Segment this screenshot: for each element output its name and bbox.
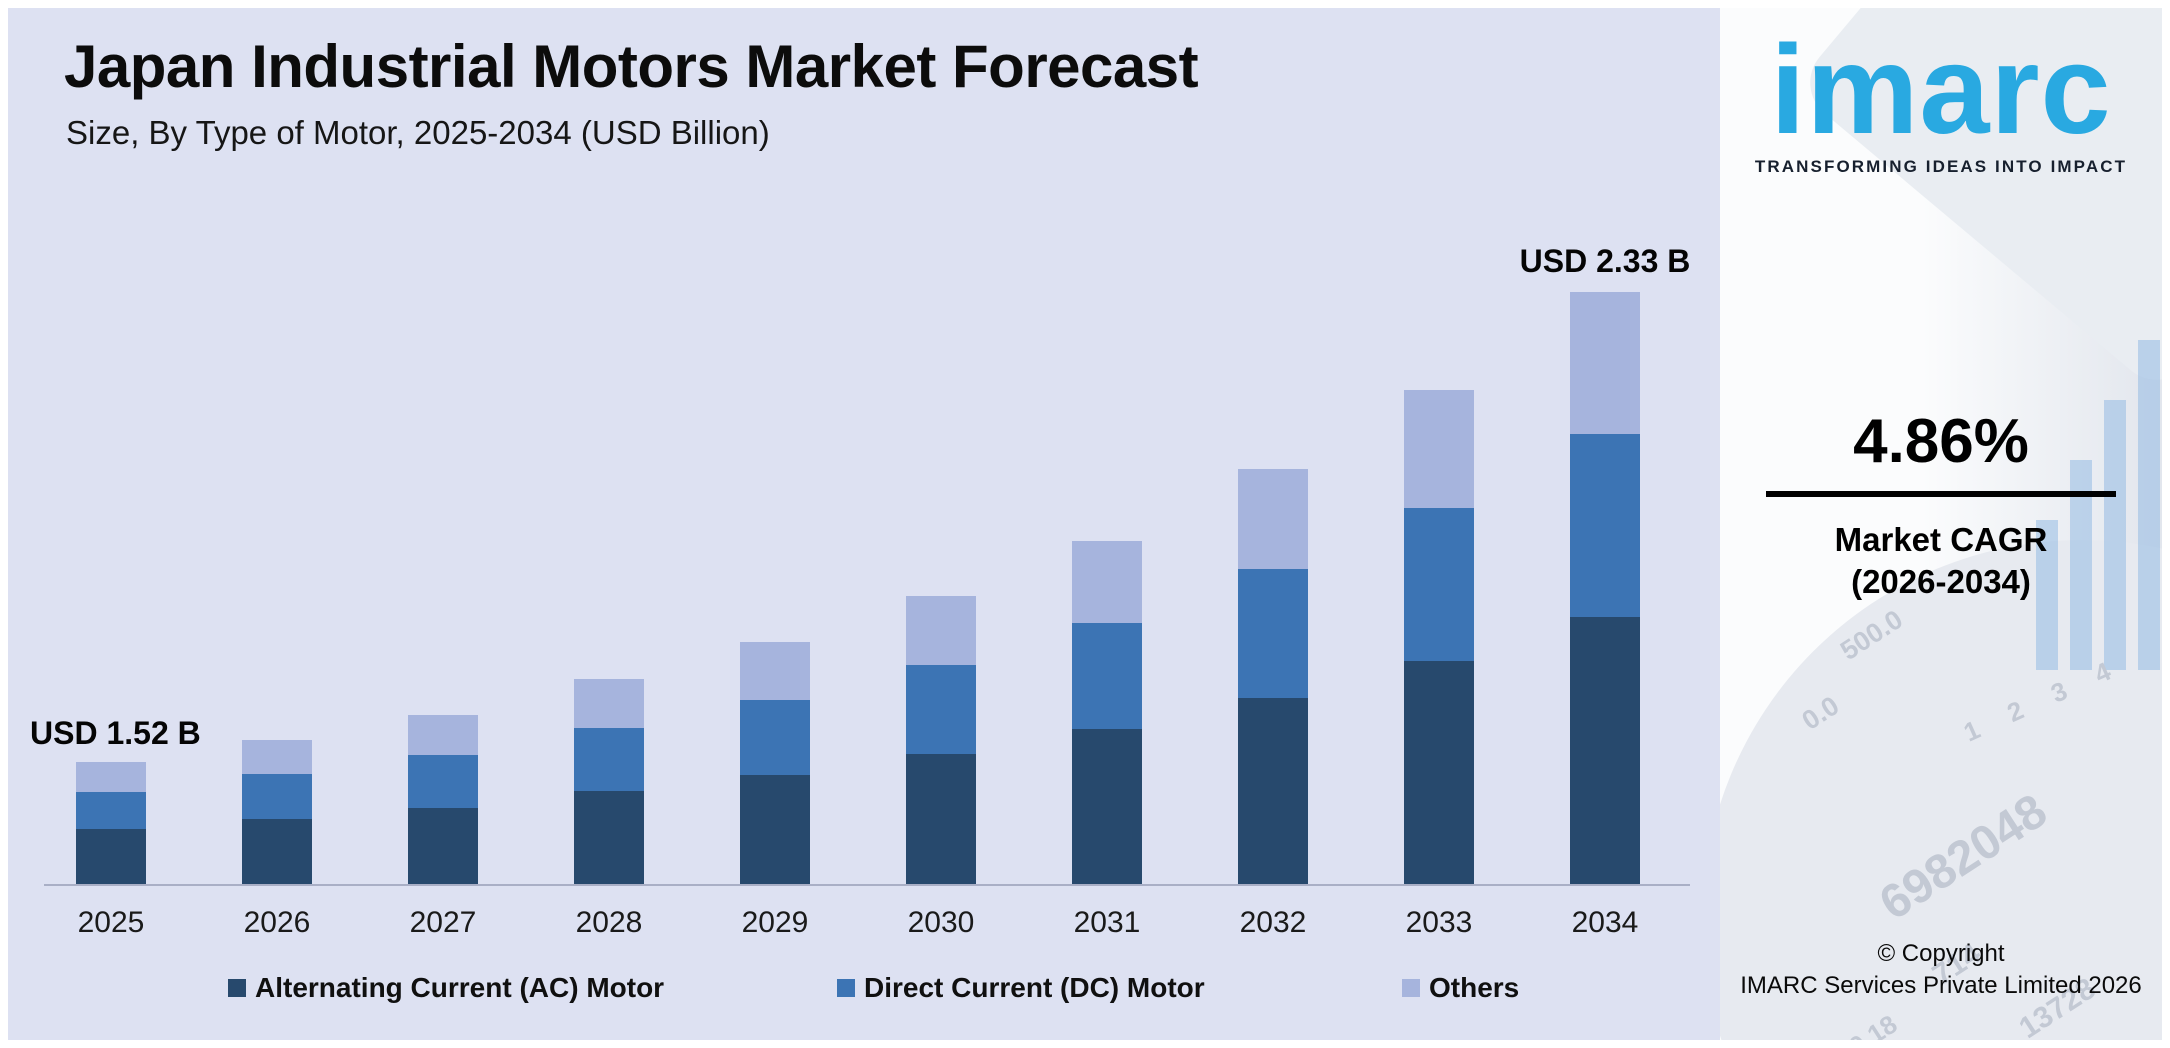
bar-segment-2032-others (1238, 469, 1308, 569)
legend-item-others: Others (1402, 972, 1519, 1004)
bar-segment-2027-dc (408, 755, 478, 809)
x-tick-2026: 2026 (243, 906, 311, 939)
copyright-notice: © Copyright IMARC Services Private Limit… (1720, 938, 2162, 1003)
bar-segment-2030-ac (906, 754, 976, 884)
legend-swatch-others (1402, 979, 1420, 997)
imarc-logo-wordmark: imarc (1770, 19, 2112, 160)
x-tick-2034: 2034 (1571, 906, 1639, 939)
bar-segment-2029-dc (740, 699, 810, 775)
bar-2026 (242, 740, 312, 884)
annotation-first: USD 1.52 B (30, 715, 201, 751)
bar-segment-2034-others (1570, 292, 1640, 435)
x-tick-2029: 2029 (741, 906, 809, 939)
decorative-bar-chart (2036, 314, 2160, 670)
cagr-value: 4.86% (1853, 407, 2029, 476)
bar-2030 (906, 596, 976, 884)
bar-segment-2034-ac (1570, 617, 1640, 884)
bar-segment-2029-others (740, 642, 810, 700)
x-tick-2031: 2031 (1073, 906, 1141, 939)
bar-segment-2031-ac (1072, 729, 1142, 884)
legend-swatch-dc-motor (837, 979, 855, 997)
bar-2032 (1238, 469, 1308, 884)
chart-subtitle: Size, By Type of Motor, 2025-2034 (USD B… (66, 114, 770, 151)
x-axis-line (44, 884, 1690, 886)
x-tick-2027: 2027 (409, 906, 477, 939)
cagr-block: 4.86% Market CAGR (2026-2034) (1720, 406, 2162, 603)
branding-sidebar: 6982048 500.0 0.0 1 2 3 4 714 13728 0.18… (1720, 8, 2162, 1040)
bar-segment-2027-others (408, 715, 478, 756)
bar-segment-2033-dc (1404, 507, 1474, 662)
cagr-label-line1: Market CAGR (1834, 521, 2048, 558)
bar-segment-2025-dc (76, 791, 146, 830)
annotation-last: USD 2.33 B (1519, 243, 1691, 279)
bar-segment-2025-others (76, 762, 146, 792)
bar-segment-2028-dc (574, 728, 644, 792)
bar-segment-2032-dc (1238, 568, 1308, 699)
x-tick-2028: 2028 (575, 906, 643, 939)
x-tick-2030: 2030 (907, 906, 975, 939)
bar-2028 (574, 679, 644, 884)
chart-panel: Japan Industrial Motors Market Forecast … (8, 8, 1720, 1040)
legend-label: Direct Current (DC) Motor (864, 972, 1205, 1003)
imarc-tagline: TRANSFORMING IDEAS INTO IMPACT (1754, 156, 2128, 176)
bar-segment-2029-ac (740, 774, 810, 884)
chart-title: Japan Industrial Motors Market Forecast (64, 33, 1199, 100)
legend-swatch-ac-motor (228, 979, 246, 997)
bar-segment-2026-others (242, 740, 312, 775)
bar-segment-2026-ac (242, 818, 312, 884)
bar-segment-2031-others (1072, 541, 1142, 623)
bar-segment-2026-dc (242, 774, 312, 819)
x-tick-2032: 2032 (1239, 906, 1307, 939)
copyright-line2: IMARC Services Private Limited 2026 (1740, 972, 2142, 1000)
bar-2034 (1570, 292, 1640, 884)
cagr-label-line2: (2026-2034) (1851, 563, 2031, 601)
plot-area: USD 1.52 B USD 2.33 B 2025 2026 2027 2028 20… (8, 8, 1720, 1040)
legend-label: Alternating Current (AC) Motor (255, 972, 665, 1003)
bar-segment-2031-dc (1072, 622, 1142, 730)
cagr-underline (1766, 491, 2116, 497)
legend-item-ac-motor: Alternating Current (AC) Motor (228, 972, 664, 1004)
bar-segment-2025-ac (76, 829, 146, 884)
x-tick-2025: 2025 (77, 906, 145, 939)
bar-2031 (1072, 541, 1142, 884)
bar-2033 (1404, 390, 1474, 884)
bar-segment-2034-dc (1570, 434, 1640, 618)
copyright-line1: © Copyright (1877, 940, 2005, 967)
legend-label: Others (1429, 972, 1520, 1003)
bar-segment-2030-dc (906, 664, 976, 755)
bar-segment-2033-ac (1404, 661, 1474, 884)
bar-segment-2028-ac (574, 791, 644, 884)
imarc-logo: imarc TRANSFORMING IDEAS INTO IMPACT (1720, 19, 2162, 177)
bar-segment-2033-others (1404, 390, 1474, 508)
bar-2025 (76, 762, 146, 884)
bar-segment-2030-others (906, 596, 976, 665)
bar-segment-2028-others (574, 679, 644, 729)
legend-item-dc-motor: Direct Current (DC) Motor (837, 972, 1205, 1004)
bar-segment-2032-ac (1238, 698, 1308, 884)
bar-2027 (408, 715, 478, 884)
bar-2029 (740, 642, 810, 884)
x-tick-2033: 2033 (1405, 906, 1473, 939)
bar-segment-2027-ac (408, 808, 478, 884)
